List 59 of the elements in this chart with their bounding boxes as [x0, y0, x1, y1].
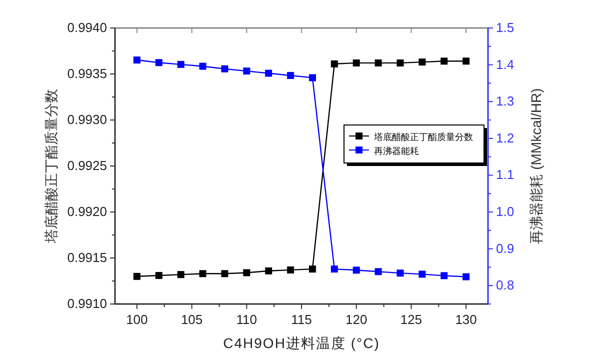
point — [243, 68, 250, 75]
point — [199, 270, 206, 278]
point — [396, 270, 404, 277]
point — [155, 272, 162, 279]
point — [287, 72, 294, 79]
point — [374, 268, 382, 276]
x-tick-label: 125 — [400, 312, 422, 327]
point — [330, 60, 338, 68]
point — [155, 59, 162, 66]
y-axis-title: 塔底醋酸正丁酯质量分数 — [43, 89, 59, 244]
y-tick-label: 0.9925 — [67, 158, 107, 173]
x-tick-label: 130 — [455, 312, 477, 327]
x-tick-label: 110 — [236, 312, 258, 327]
point — [396, 59, 404, 66]
point — [199, 62, 206, 70]
x-tick-label: 115 — [291, 312, 312, 327]
y2-tick-label: 1.5 — [496, 20, 514, 35]
point — [243, 269, 250, 276]
y-tick-label: 0.9915 — [67, 250, 107, 265]
y2-tick-label: 1.1 — [496, 167, 514, 182]
point — [265, 70, 272, 77]
y2-tick-label: 1.3 — [496, 94, 514, 109]
point — [133, 272, 140, 280]
point — [330, 266, 338, 273]
x-tick-label: 100 — [126, 312, 148, 327]
point — [374, 59, 382, 66]
point — [265, 267, 272, 274]
point — [352, 59, 360, 66]
y-tick-label: 0.9940 — [67, 20, 107, 35]
y2-tick-label: 1.4 — [496, 56, 514, 72]
point — [418, 58, 426, 66]
point — [308, 266, 316, 273]
legend-label: 再沸器能耗 — [374, 146, 419, 156]
y2-tick-label: 1.0 — [496, 204, 514, 219]
y2-axis-title: 再沸器能耗 (MMkcal/HR) — [528, 88, 544, 244]
point — [133, 56, 140, 64]
legend-label: 塔底醋酸正丁酯质量分数 — [373, 132, 473, 142]
point — [221, 65, 228, 72]
point — [418, 270, 426, 278]
point — [440, 272, 448, 280]
point — [352, 266, 360, 274]
point — [287, 266, 294, 274]
point — [177, 271, 184, 278]
y2-tick-label: 0.9 — [496, 240, 514, 256]
y-tick-label: 0.9935 — [67, 66, 107, 81]
x-axis-title: C4H9OH进料温度 (°C) — [223, 335, 380, 351]
y2-tick-label: 0.8 — [496, 278, 514, 293]
point — [177, 60, 184, 68]
point — [462, 273, 470, 280]
y-tick-label: 0.9910 — [67, 296, 107, 311]
x-tick-label: 105 — [180, 312, 203, 327]
y2-tick-label: 1.2 — [496, 130, 514, 146]
point — [440, 58, 448, 65]
point — [221, 270, 228, 278]
x-tick-label: 120 — [346, 312, 368, 327]
point — [308, 74, 316, 82]
y-tick-label: 0.9920 — [67, 204, 107, 219]
point — [462, 58, 470, 65]
y-tick-label: 0.9930 — [67, 112, 107, 127]
